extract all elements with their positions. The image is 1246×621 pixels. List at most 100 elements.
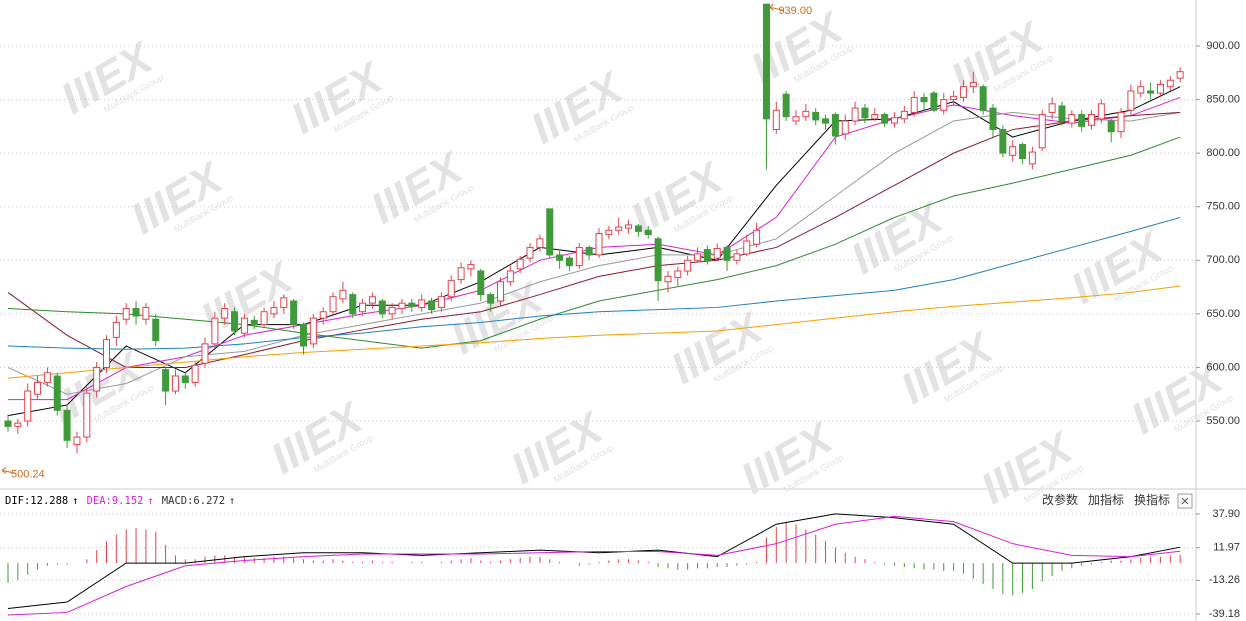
candle-body bbox=[378, 300, 386, 315]
line bbox=[7, 136, 1181, 349]
candle-body bbox=[83, 392, 91, 438]
candle-body bbox=[565, 257, 573, 267]
candle-body bbox=[526, 246, 534, 259]
candle-body bbox=[73, 436, 81, 446]
candle-body bbox=[625, 224, 633, 229]
candle-body bbox=[634, 225, 642, 232]
candle-body bbox=[309, 317, 317, 345]
candle-body bbox=[950, 95, 958, 101]
candle-body bbox=[1078, 114, 1086, 127]
candle-body bbox=[999, 129, 1007, 154]
candle-body bbox=[152, 318, 160, 342]
candle-body bbox=[300, 324, 307, 347]
candle-body bbox=[34, 381, 42, 395]
candle-body bbox=[211, 317, 219, 345]
legend-name: DEA bbox=[87, 495, 107, 507]
candle-body bbox=[536, 238, 544, 248]
candle-body bbox=[762, 3, 770, 120]
candle-body bbox=[250, 319, 258, 326]
candle-body bbox=[1088, 114, 1095, 126]
candle-body bbox=[506, 270, 514, 283]
candle-body bbox=[1097, 103, 1105, 120]
annotation-arrow bbox=[769, 3, 784, 11]
candle-body bbox=[861, 107, 869, 119]
candle-body bbox=[280, 297, 288, 308]
candle-body bbox=[595, 232, 603, 256]
candle-body bbox=[24, 390, 32, 422]
candle-body bbox=[802, 110, 810, 118]
candle-body bbox=[772, 109, 780, 131]
candle-body bbox=[368, 296, 376, 304]
candle-body bbox=[674, 270, 682, 278]
indicator-button[interactable]: 加指标 bbox=[1088, 492, 1124, 507]
legend-arrow: ↑ bbox=[229, 495, 235, 507]
candle-body bbox=[654, 238, 662, 282]
candle-body bbox=[1107, 120, 1115, 133]
legend-value: 12.288 bbox=[30, 495, 68, 507]
candle-body bbox=[664, 275, 672, 283]
y-tick-label: 650.00 bbox=[1206, 308, 1240, 320]
candle-body bbox=[615, 226, 623, 231]
candle-body bbox=[1117, 111, 1125, 133]
candle-body bbox=[782, 93, 790, 118]
indicator-button[interactable]: 改参数 bbox=[1042, 492, 1078, 507]
y-tick-label: 700.00 bbox=[1206, 254, 1240, 266]
close-button[interactable] bbox=[1177, 493, 1193, 509]
candle-body bbox=[329, 296, 337, 313]
close-icon bbox=[1181, 497, 1189, 505]
candle-body bbox=[359, 302, 367, 313]
candle-body bbox=[132, 308, 140, 317]
candle-body bbox=[831, 114, 839, 137]
candle-body bbox=[103, 339, 110, 368]
y-tick-label: -13.26 bbox=[1209, 574, 1240, 586]
candle-body bbox=[1127, 90, 1135, 111]
candle-body bbox=[713, 248, 721, 259]
candle-body bbox=[171, 375, 179, 392]
y-tick-label: 550.00 bbox=[1206, 415, 1240, 427]
candle-body bbox=[1058, 105, 1066, 122]
legend-separator: : bbox=[187, 495, 193, 507]
candle-body bbox=[270, 306, 278, 315]
candle-body bbox=[388, 306, 396, 315]
candle-body bbox=[900, 110, 908, 120]
candle-body bbox=[959, 86, 967, 98]
candle-body bbox=[1147, 90, 1155, 94]
candle-body bbox=[743, 240, 751, 255]
candle-body bbox=[851, 107, 859, 122]
candle-body bbox=[723, 246, 731, 261]
y-tick-label: 11.97 bbox=[1213, 542, 1240, 554]
candle-body bbox=[4, 420, 12, 427]
legend-arrow: ↑ bbox=[72, 495, 78, 507]
candle-body bbox=[1137, 86, 1145, 94]
candle-body bbox=[546, 208, 554, 256]
candle-body bbox=[881, 114, 889, 124]
candle-body bbox=[1176, 71, 1184, 79]
candle-body bbox=[408, 302, 416, 307]
candle-body bbox=[339, 289, 347, 300]
candle-body bbox=[181, 375, 189, 383]
indicator-button[interactable]: 换指标 bbox=[1134, 492, 1170, 507]
legend-value: 6.272 bbox=[193, 495, 225, 507]
candle-body bbox=[575, 246, 583, 267]
candle-body bbox=[989, 107, 997, 131]
candle-body bbox=[231, 311, 239, 332]
candle-body bbox=[437, 296, 445, 308]
legend-name: DIF bbox=[5, 495, 24, 507]
line bbox=[7, 513, 1181, 610]
y-tick-label: -39.18 bbox=[1209, 608, 1240, 620]
candle-body bbox=[1166, 79, 1174, 88]
y-tick-label: 600.00 bbox=[1206, 361, 1240, 373]
legend-name: MACD bbox=[162, 495, 187, 507]
candle-body bbox=[457, 267, 465, 281]
candle-body bbox=[1048, 103, 1056, 113]
